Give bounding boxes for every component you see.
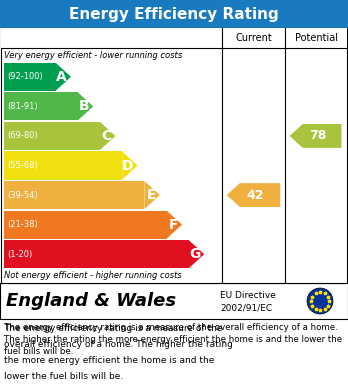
Bar <box>4 122 100 150</box>
Text: (81-91): (81-91) <box>7 102 38 111</box>
Text: overall efficiency of a home. The higher the rating: overall efficiency of a home. The higher… <box>4 340 233 349</box>
Polygon shape <box>56 63 71 91</box>
Text: Energy Efficiency Rating: Energy Efficiency Rating <box>69 7 279 22</box>
Bar <box>4 181 144 209</box>
Polygon shape <box>122 151 138 179</box>
Text: The energy efficiency rating is a measure of the: The energy efficiency rating is a measur… <box>4 324 222 333</box>
Polygon shape <box>167 211 182 239</box>
Text: 2002/91/EC: 2002/91/EC <box>220 303 272 312</box>
Text: 78: 78 <box>309 129 326 142</box>
Text: F: F <box>168 218 178 231</box>
Bar <box>4 211 167 239</box>
Bar <box>1 28 347 283</box>
Bar <box>4 92 78 120</box>
Polygon shape <box>78 92 93 120</box>
Bar <box>0 319 348 391</box>
Text: (55-68): (55-68) <box>7 161 38 170</box>
Text: Potential: Potential <box>294 33 338 43</box>
Polygon shape <box>144 181 160 209</box>
Bar <box>4 240 189 268</box>
Text: EU Directive: EU Directive <box>220 292 276 301</box>
Text: G: G <box>189 247 200 261</box>
Text: 42: 42 <box>247 188 264 202</box>
Text: (69-80): (69-80) <box>7 131 38 140</box>
Text: C: C <box>101 129 111 143</box>
Text: lower the fuel bills will be.: lower the fuel bills will be. <box>4 372 123 381</box>
Text: D: D <box>122 158 134 172</box>
Text: E: E <box>147 188 156 202</box>
Bar <box>4 63 56 91</box>
Text: England & Wales: England & Wales <box>6 292 176 310</box>
Polygon shape <box>227 183 280 207</box>
Text: Current: Current <box>235 33 272 43</box>
Bar <box>0 283 348 319</box>
Text: (92-100): (92-100) <box>7 72 43 81</box>
Text: the more energy efficient the home is and the: the more energy efficient the home is an… <box>4 356 214 365</box>
Text: B: B <box>79 99 89 113</box>
Text: Not energy efficient - higher running costs: Not energy efficient - higher running co… <box>4 271 182 280</box>
Bar <box>1 28 347 48</box>
Text: A: A <box>56 70 67 84</box>
Polygon shape <box>100 122 116 150</box>
Text: (21-38): (21-38) <box>7 220 38 229</box>
Circle shape <box>307 288 333 314</box>
Text: The energy efficiency rating is a measure of the overall efficiency of a home. T: The energy efficiency rating is a measur… <box>4 323 342 355</box>
Text: (39-54): (39-54) <box>7 190 38 199</box>
Text: Very energy efficient - lower running costs: Very energy efficient - lower running co… <box>4 50 182 59</box>
Text: (1-20): (1-20) <box>7 250 32 259</box>
Bar <box>0 0 348 28</box>
Bar <box>4 151 122 179</box>
Polygon shape <box>290 124 341 148</box>
Polygon shape <box>189 240 204 268</box>
